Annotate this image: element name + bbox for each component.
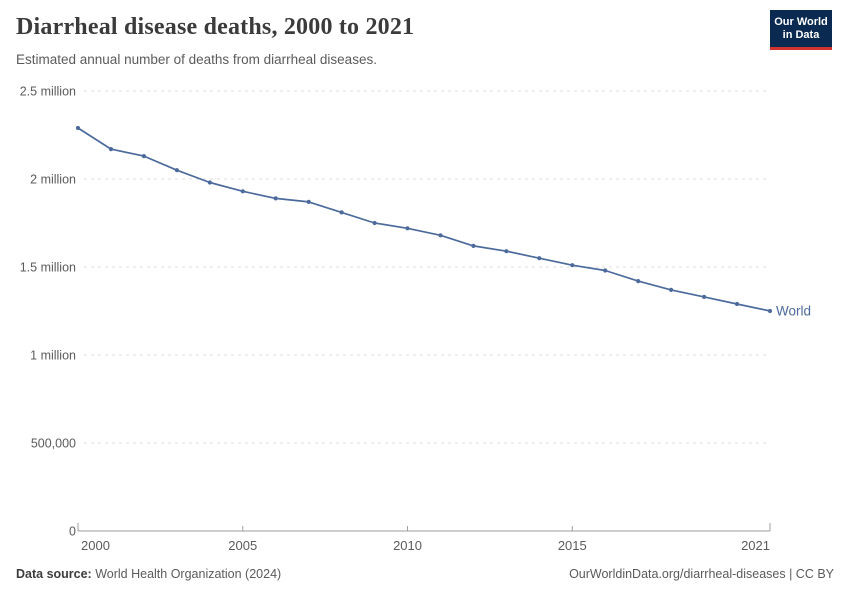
owid-logo[interactable]: Our World in Data	[770, 10, 832, 50]
data-point	[636, 279, 641, 284]
y-tick-label: 2.5 million	[20, 85, 76, 99]
y-tick-label: 1 million	[30, 349, 76, 363]
data-point	[108, 147, 114, 152]
series-label[interactable]: World	[776, 304, 811, 319]
data-point	[306, 199, 311, 204]
data-source-label: Data source:	[16, 567, 92, 581]
data-point	[240, 189, 245, 194]
data-point	[372, 220, 377, 226]
data-point	[471, 243, 476, 248]
page-title: Diarrheal disease deaths, 2000 to 2021	[16, 14, 415, 40]
x-tick-label: 2005	[228, 538, 257, 553]
data-point	[174, 168, 179, 173]
data-point	[767, 308, 773, 314]
data-point	[405, 226, 410, 231]
data-point	[207, 180, 212, 185]
chart-subtitle: Estimated annual number of deaths from d…	[16, 52, 377, 67]
data-point	[603, 268, 608, 273]
y-tick-label: 1.5 million	[20, 261, 76, 275]
x-tick-label: 2000	[81, 538, 110, 553]
data-point	[141, 154, 146, 159]
series-line	[77, 127, 771, 312]
x-tick-label: 2021	[741, 538, 770, 553]
data-point	[504, 249, 509, 254]
credit-link[interactable]: OurWorldinData.org/diarrheal-diseases | …	[569, 567, 834, 581]
data-source-text: World Health Organization (2024)	[91, 567, 282, 581]
owid-logo-line1: Our World	[774, 15, 828, 28]
data-point	[75, 125, 81, 131]
y-tick-label: 0	[69, 525, 76, 539]
chart-footer: Data source: World Health Organization (…	[16, 567, 834, 581]
owid-logo-line2: in Data	[782, 29, 820, 41]
data-point	[273, 196, 278, 201]
data-point	[339, 210, 344, 215]
x-tick-label: 2010	[393, 538, 422, 553]
data-point	[702, 294, 707, 299]
y-tick-label: 500,000	[31, 437, 76, 451]
data-point	[570, 263, 575, 268]
data-point	[438, 233, 443, 238]
data-source: Data source: World Health Organization (…	[16, 567, 281, 581]
data-point	[537, 256, 542, 261]
x-tick-label: 2015	[558, 538, 587, 553]
data-point	[734, 301, 740, 307]
y-tick-label: 2 million	[30, 173, 76, 187]
data-point	[669, 287, 674, 292]
